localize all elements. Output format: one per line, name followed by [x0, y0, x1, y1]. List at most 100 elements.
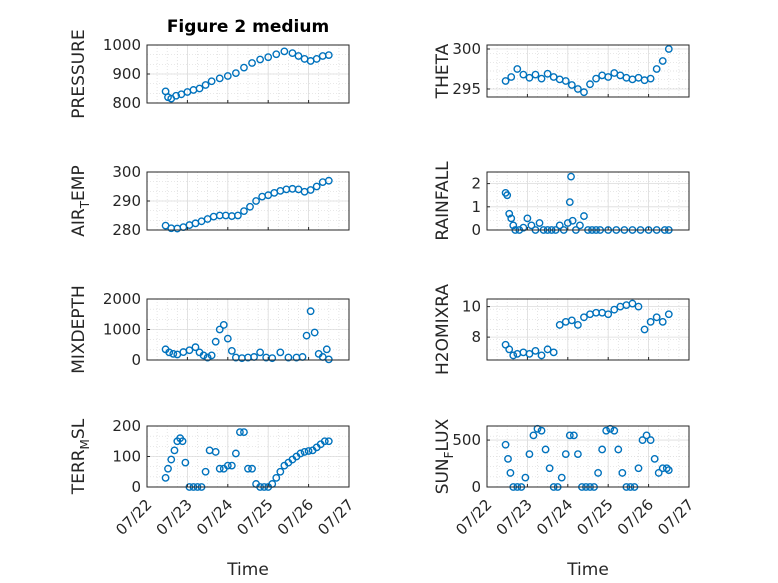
data-point — [646, 436, 655, 444]
data-point — [312, 182, 321, 191]
x-axis-label: Time — [226, 560, 269, 580]
data-point — [650, 454, 659, 463]
data-point — [628, 299, 637, 308]
data-point — [272, 50, 281, 59]
data-point — [215, 325, 224, 334]
data-point — [569, 431, 578, 440]
data-point — [618, 469, 627, 477]
data-point — [521, 473, 530, 482]
data-point — [203, 353, 212, 362]
axes-box — [486, 298, 690, 361]
data-point — [185, 346, 194, 355]
data-point — [565, 431, 574, 440]
data-point — [640, 325, 649, 334]
data-point — [567, 316, 576, 325]
data-point — [549, 348, 558, 357]
x-tick-label: 07/25 — [233, 496, 276, 539]
data-point — [634, 302, 643, 311]
data-point — [219, 321, 228, 329]
data-point — [240, 63, 248, 72]
data-point — [164, 464, 172, 473]
data-point — [320, 437, 329, 446]
y-axis-label: THETA — [433, 43, 453, 99]
y-tick-label: 100 — [112, 448, 141, 466]
data-point — [527, 221, 536, 230]
data-point — [324, 355, 333, 364]
data-point — [610, 426, 619, 435]
y-axis-label: PRESSURE — [69, 29, 89, 118]
data-point — [543, 69, 552, 78]
data-point — [531, 70, 540, 79]
y-tick-label: 1 — [471, 198, 481, 216]
y-tick-label: 1000 — [103, 321, 141, 339]
axes-box — [486, 425, 690, 488]
data-point — [324, 176, 333, 185]
data-point — [503, 191, 512, 200]
data-point — [306, 307, 315, 316]
y-tick-label: 0 — [471, 478, 481, 496]
x-tick-label: 07/23 — [493, 496, 536, 539]
data-point — [519, 70, 528, 79]
data-point — [268, 354, 277, 363]
x-axis-label: Time — [566, 560, 609, 580]
data-point — [557, 473, 566, 482]
data-point — [172, 91, 180, 100]
data-point — [211, 337, 220, 346]
data-point — [505, 345, 514, 354]
data-point — [567, 172, 575, 181]
y-axis-label: MIXDEPTH — [69, 285, 89, 374]
data-point — [543, 345, 552, 354]
data-point — [248, 464, 256, 473]
data-point — [223, 334, 232, 343]
data-point — [531, 346, 540, 355]
x-tick-label: 07/23 — [153, 496, 196, 539]
data-point — [302, 331, 311, 340]
data-point — [231, 69, 240, 78]
y-tick-label: 280 — [112, 221, 141, 239]
data-point — [501, 440, 510, 449]
data-point — [240, 428, 248, 436]
data-point — [658, 317, 667, 326]
data-point — [252, 197, 260, 205]
y-tick-label: 2000 — [103, 290, 141, 308]
y-tick-label: 0 — [131, 351, 141, 369]
data-point — [294, 52, 303, 60]
data-point — [537, 351, 546, 360]
data-point — [167, 455, 176, 464]
data-point — [246, 202, 254, 211]
data-point — [525, 73, 534, 82]
subplot-4: 0 1 2 RAINFALL — [433, 161, 690, 241]
data-point — [638, 436, 647, 444]
data-point — [664, 466, 673, 475]
x-tick-label: 07/27 — [654, 496, 697, 539]
data-point — [280, 47, 289, 56]
data-point — [555, 221, 564, 230]
data-point — [610, 305, 619, 314]
data-point — [529, 431, 538, 440]
data-point — [207, 351, 216, 360]
y-tick-label: 300 — [112, 163, 141, 181]
data-point — [504, 454, 512, 463]
data-point — [240, 207, 248, 216]
data-point — [646, 74, 655, 83]
data-point — [594, 469, 602, 477]
y-tick-label: 200 — [112, 417, 141, 435]
subplot-6: 8 10 H2OMIXRA — [433, 284, 690, 375]
data-point — [296, 449, 305, 458]
data-point — [568, 216, 577, 225]
data-point — [178, 437, 187, 446]
data-point — [501, 77, 510, 85]
data-point — [324, 437, 333, 446]
data-point — [169, 349, 178, 358]
data-point — [664, 310, 673, 319]
data-point — [310, 328, 319, 337]
data-point — [523, 214, 532, 223]
data-point — [545, 464, 554, 473]
data-point — [654, 469, 663, 477]
y-axis-label: H2OMIXRA — [433, 284, 453, 375]
data-point — [199, 351, 208, 360]
data-point — [215, 464, 224, 473]
x-tick-label: 07/26 — [614, 496, 657, 539]
data-point — [580, 313, 588, 322]
